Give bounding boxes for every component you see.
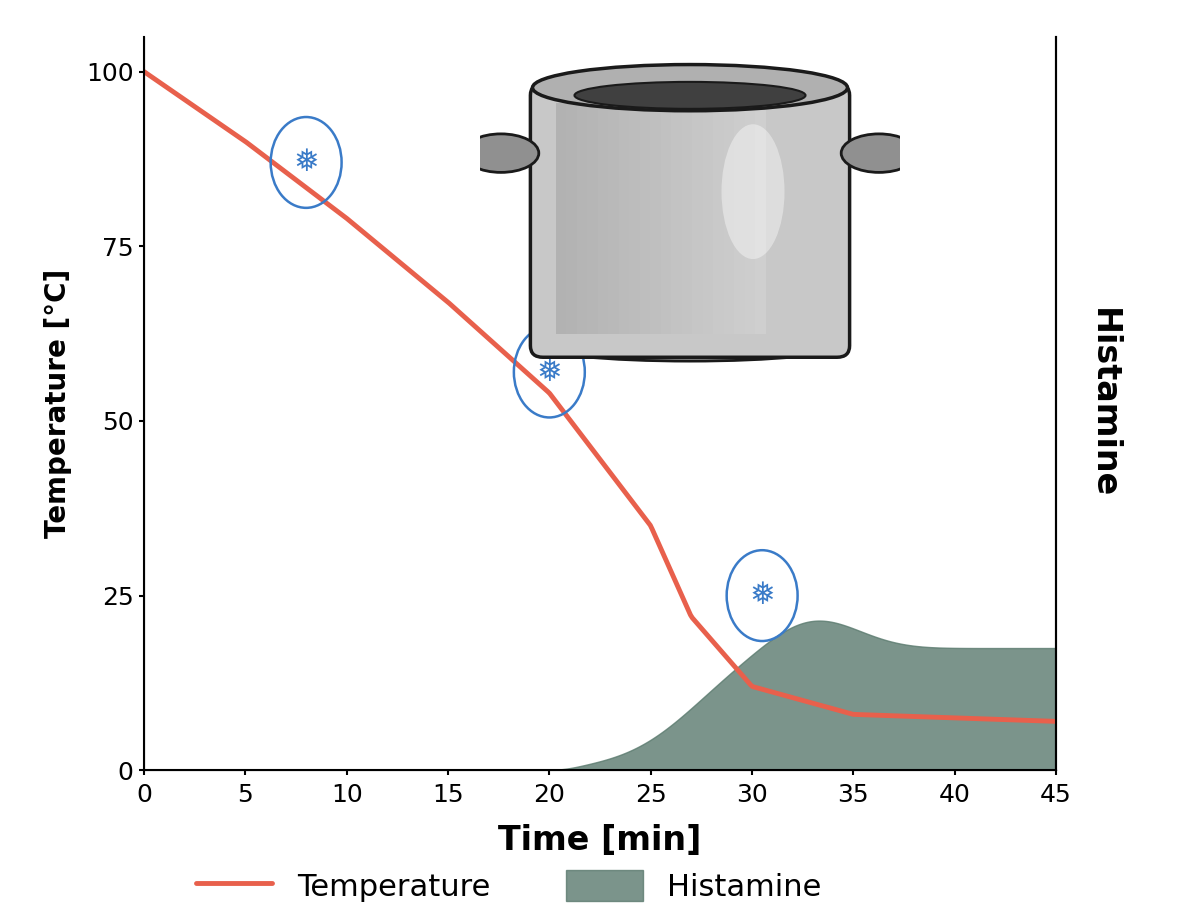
Bar (577, 103, 587, 334)
Text: ❅: ❅ (293, 148, 319, 177)
Bar (608, 103, 619, 334)
Bar (692, 103, 703, 334)
Bar (713, 103, 724, 334)
Y-axis label: Histamine: Histamine (1086, 308, 1120, 499)
Ellipse shape (463, 134, 539, 172)
Bar (598, 103, 608, 334)
Ellipse shape (533, 64, 847, 111)
Bar (755, 103, 766, 334)
Bar (640, 103, 650, 334)
FancyBboxPatch shape (530, 83, 850, 358)
Legend: Temperature, Histamine: Temperature, Histamine (196, 869, 822, 901)
Bar (629, 103, 640, 334)
Bar (744, 103, 755, 334)
Bar (671, 103, 682, 334)
Ellipse shape (721, 124, 785, 259)
Bar (724, 103, 734, 334)
Ellipse shape (841, 134, 917, 172)
Bar (734, 103, 744, 334)
Bar (703, 103, 713, 334)
Bar (587, 103, 598, 334)
Bar (556, 103, 566, 334)
Text: ❅: ❅ (749, 581, 775, 610)
Bar (661, 103, 671, 334)
Ellipse shape (539, 330, 841, 361)
Bar (566, 103, 577, 334)
Ellipse shape (575, 82, 805, 109)
Bar (619, 103, 629, 334)
X-axis label: Time [min]: Time [min] (498, 824, 702, 857)
Y-axis label: Temperature [°C]: Temperature [°C] (44, 269, 72, 538)
Bar (682, 103, 692, 334)
Text: ❅: ❅ (536, 358, 562, 387)
Bar (650, 103, 661, 334)
